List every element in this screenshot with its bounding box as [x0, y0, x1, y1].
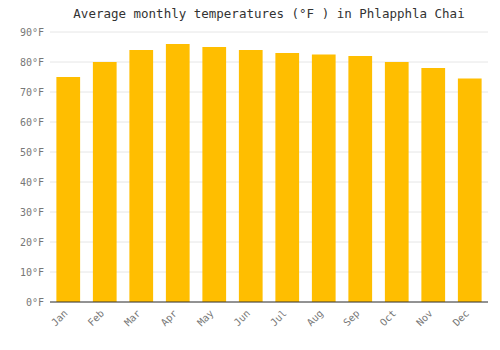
chart: Average monthly temperatures (°F ) in Ph…: [0, 0, 500, 350]
grid-line: [50, 32, 488, 33]
x-tick-label: Nov: [414, 308, 435, 329]
x-tick-label: Sep: [341, 308, 362, 329]
bar: [312, 55, 336, 303]
y-tick-label: 80°F: [20, 57, 44, 68]
y-tick-label: 90°F: [20, 27, 44, 38]
y-tick-label: 70°F: [20, 87, 44, 98]
bar: [93, 62, 117, 302]
y-tick-label: 0°F: [26, 297, 44, 308]
x-tick-label: Apr: [159, 308, 180, 329]
bar: [166, 44, 190, 302]
x-axis: [50, 302, 488, 303]
x-tick-label: Jan: [49, 308, 70, 329]
y-tick-label: 30°F: [20, 207, 44, 218]
bars: [56, 44, 481, 302]
x-tick-label: May: [195, 308, 216, 329]
bar: [129, 50, 153, 302]
y-tick-label: 10°F: [20, 267, 44, 278]
bar: [348, 56, 372, 302]
bar: [385, 62, 409, 302]
y-tick-label: 20°F: [20, 237, 44, 248]
grid: [50, 32, 488, 302]
x-tick-label: Jul: [268, 308, 289, 329]
title: Average monthly temperatures (°F ) in Ph…: [73, 6, 464, 21]
x-tick-label: Jun: [232, 308, 253, 329]
bar: [421, 68, 445, 302]
y-tick-label: 60°F: [20, 117, 44, 128]
bar: [458, 79, 482, 303]
x-tick-label: Dec: [451, 308, 472, 329]
x-tick-label: Aug: [305, 308, 326, 329]
chart-container: Average monthly temperatures (°F ) in Ph…: [0, 0, 500, 350]
y-tick-label: 40°F: [20, 177, 44, 188]
y-tick-label: 50°F: [20, 147, 44, 158]
bar: [239, 50, 263, 302]
grid-line: [50, 302, 488, 303]
bar: [275, 53, 299, 302]
x-tick-label: Feb: [86, 308, 107, 329]
bar: [56, 77, 80, 302]
x-tick-label: Oct: [378, 308, 399, 329]
x-tick-label: Mar: [122, 308, 143, 329]
bar: [202, 47, 226, 302]
